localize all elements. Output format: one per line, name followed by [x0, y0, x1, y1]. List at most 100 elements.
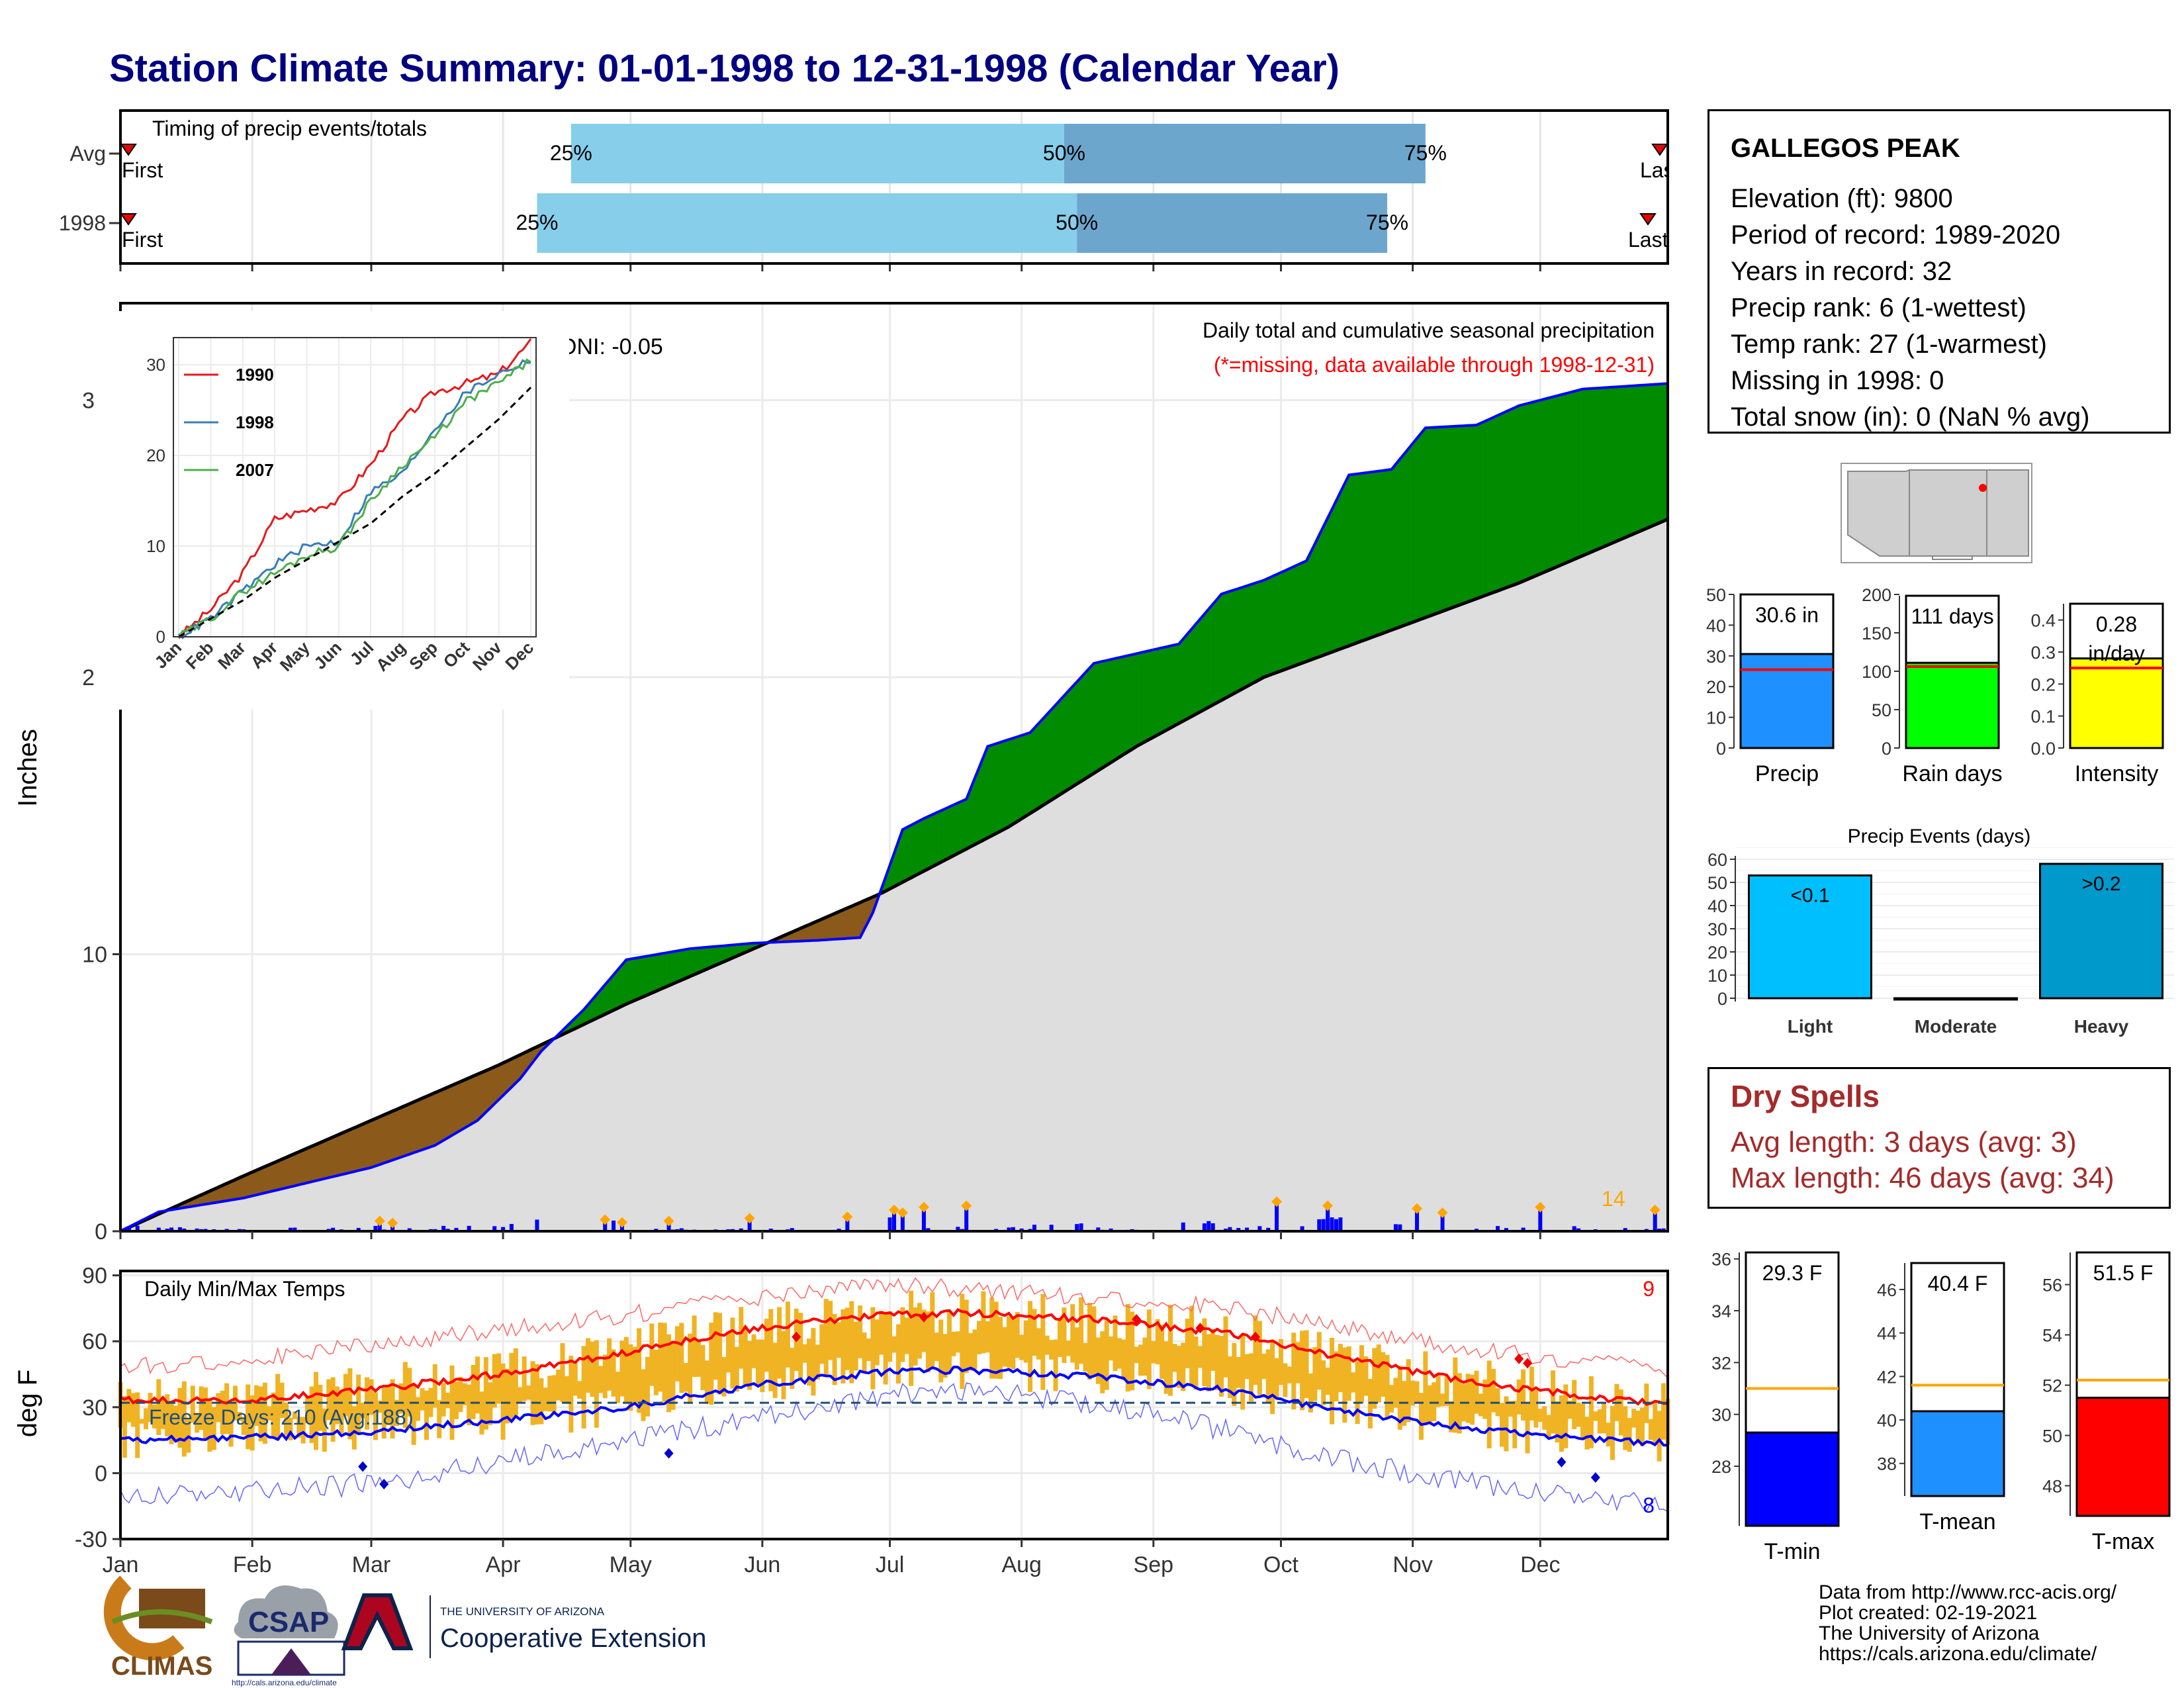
- surplus-band: [1102, 660, 1107, 769]
- daily-temp-bar: [1657, 1411, 1662, 1462]
- surplus-band: [1527, 402, 1532, 580]
- daily-precip-bar: [1019, 1228, 1024, 1231]
- daily-temp-bar: [577, 1381, 582, 1399]
- timing-bar-q1: [570, 124, 1064, 183]
- daily-precip-bar: [1504, 1228, 1508, 1231]
- daily-temp-bar: [1631, 1409, 1637, 1428]
- daily-precip-bar: [1075, 1224, 1079, 1231]
- daily-temp-bar: [581, 1346, 586, 1429]
- surplus-band: [1008, 737, 1014, 827]
- surplus-band: [1497, 412, 1502, 592]
- daily-precip-bar: [288, 1227, 293, 1231]
- timing-q25-label: 25%: [550, 141, 592, 165]
- daily-temp-bar: [1095, 1337, 1101, 1384]
- ua-logo: THE UNIVERSITY OF ARIZONA Cooperative Ex…: [341, 1593, 706, 1658]
- annual-0-tick-label: 20: [1706, 677, 1726, 697]
- daily-precip-bar: [603, 1223, 608, 1231]
- daily-temp-bar: [1316, 1332, 1322, 1390]
- daily-temp-bar: [853, 1321, 858, 1371]
- daily-temp-bar: [1572, 1380, 1577, 1430]
- daily-temp-bar: [390, 1379, 395, 1439]
- events-tick-label: 10: [1707, 966, 1727, 986]
- deficit-band: [839, 909, 844, 940]
- surplus-band: [1093, 661, 1099, 774]
- daily-temp-bar: [551, 1375, 557, 1413]
- daily-temp-bar: [598, 1366, 604, 1393]
- daily-temp-bar: [1066, 1340, 1071, 1356]
- temp-0-value-label: 29.3 F: [1762, 1261, 1823, 1285]
- surplus-band: [1238, 586, 1244, 692]
- daily-temp-bar: [721, 1356, 727, 1397]
- daily-temp-bar: [993, 1301, 999, 1379]
- month-label: Jul: [876, 1552, 904, 1577]
- temp-y-tick-label: 30: [82, 1395, 107, 1421]
- temp-2-tick-label: 56: [2042, 1276, 2062, 1295]
- daily-temp-bar: [1457, 1373, 1462, 1434]
- surplus-band: [919, 818, 925, 874]
- station-elevation: Elevation (ft): 9800: [1731, 184, 1953, 213]
- surplus-band: [1353, 473, 1358, 645]
- annual-2-bar: [2069, 657, 2164, 749]
- daily-precip-bar: [1109, 1228, 1113, 1231]
- surplus-band: [1425, 427, 1430, 618]
- daily-temp-bar: [518, 1387, 523, 1403]
- daily-temp-bar: [904, 1317, 909, 1354]
- annual-1-value-label: 111 days: [1911, 604, 1993, 628]
- daily-temp-bar: [1397, 1366, 1402, 1430]
- surplus-band: [1637, 385, 1643, 533]
- temperature-panel: -30 0 30 60 90 Jan Feb Mar Apr May Jun Jul Aug Sep Oct…: [13, 1264, 1670, 1577]
- daily-precip-bar: [1440, 1215, 1445, 1231]
- daily-temp-bar: [930, 1292, 935, 1367]
- daily-temp-bar: [1330, 1337, 1335, 1425]
- daily-temp-bar: [1465, 1374, 1471, 1423]
- daily-temp-bar: [828, 1301, 833, 1360]
- events-bar-label: <0.1: [1790, 885, 1829, 907]
- daily-temp-bar: [972, 1329, 978, 1369]
- daily-temp-bar: [1091, 1306, 1097, 1375]
- station-snow: Total snow (in): 0 (NaN % avg): [1731, 402, 2090, 432]
- daily-temp-bar: [126, 1389, 132, 1423]
- daily-precip-bar: [441, 1225, 446, 1231]
- daily-temp-bar: [862, 1332, 867, 1373]
- annual-1-bar: [1905, 661, 2000, 749]
- surplus-band: [1467, 424, 1473, 602]
- daily-temp-bar: [1321, 1360, 1326, 1405]
- daily-precip-bar: [1330, 1217, 1334, 1231]
- daily-temp-bar: [156, 1379, 161, 1435]
- daily-precip-bar: [666, 1224, 671, 1231]
- daily-precip-bar: [1202, 1223, 1206, 1231]
- daily-temp-bar: [1087, 1303, 1092, 1380]
- daily-temp-bar: [505, 1368, 510, 1424]
- daily-temp-bar: [645, 1356, 650, 1417]
- daily-temp-bar: [1125, 1303, 1130, 1392]
- surplus-band: [906, 824, 912, 881]
- surplus-band: [1327, 509, 1333, 655]
- daily-temp-bar: [1593, 1411, 1598, 1421]
- daily-temp-bar: [1181, 1342, 1186, 1391]
- surplus-band: [1557, 394, 1562, 567]
- daily-temp-bar: [807, 1338, 812, 1386]
- surplus-band: [1157, 647, 1163, 736]
- surplus-band: [1446, 426, 1451, 610]
- daily-temp-bar: [1423, 1351, 1428, 1425]
- daily-temp-bar: [802, 1344, 807, 1363]
- daily-temp-bar: [1602, 1402, 1607, 1434]
- annual-0-tick-label: 30: [1706, 647, 1726, 667]
- surplus-band: [1170, 644, 1175, 729]
- credits: Data from http://www.rcc-acis.org/ Plot …: [1819, 1582, 2116, 1664]
- daily-temp-bar: [475, 1356, 480, 1414]
- daily-temp-bar: [768, 1309, 774, 1391]
- events-bar-label: >0.2: [2081, 873, 2120, 895]
- daily-temp-bar: [1265, 1349, 1271, 1403]
- daily-temp-bar: [594, 1340, 599, 1428]
- annual-0-tick-label: 40: [1706, 616, 1726, 635]
- daily-temp-bar: [1555, 1401, 1560, 1443]
- surplus-band: [1625, 385, 1630, 538]
- daily-temp-bar: [844, 1307, 850, 1370]
- surplus-band: [1391, 463, 1396, 631]
- daily-temp-bar: [1427, 1385, 1432, 1423]
- daily-temp-bar: [1176, 1346, 1181, 1388]
- daily-temp-bar: [207, 1399, 212, 1452]
- surplus-band: [1314, 535, 1320, 659]
- events-tick-label: 40: [1707, 896, 1727, 916]
